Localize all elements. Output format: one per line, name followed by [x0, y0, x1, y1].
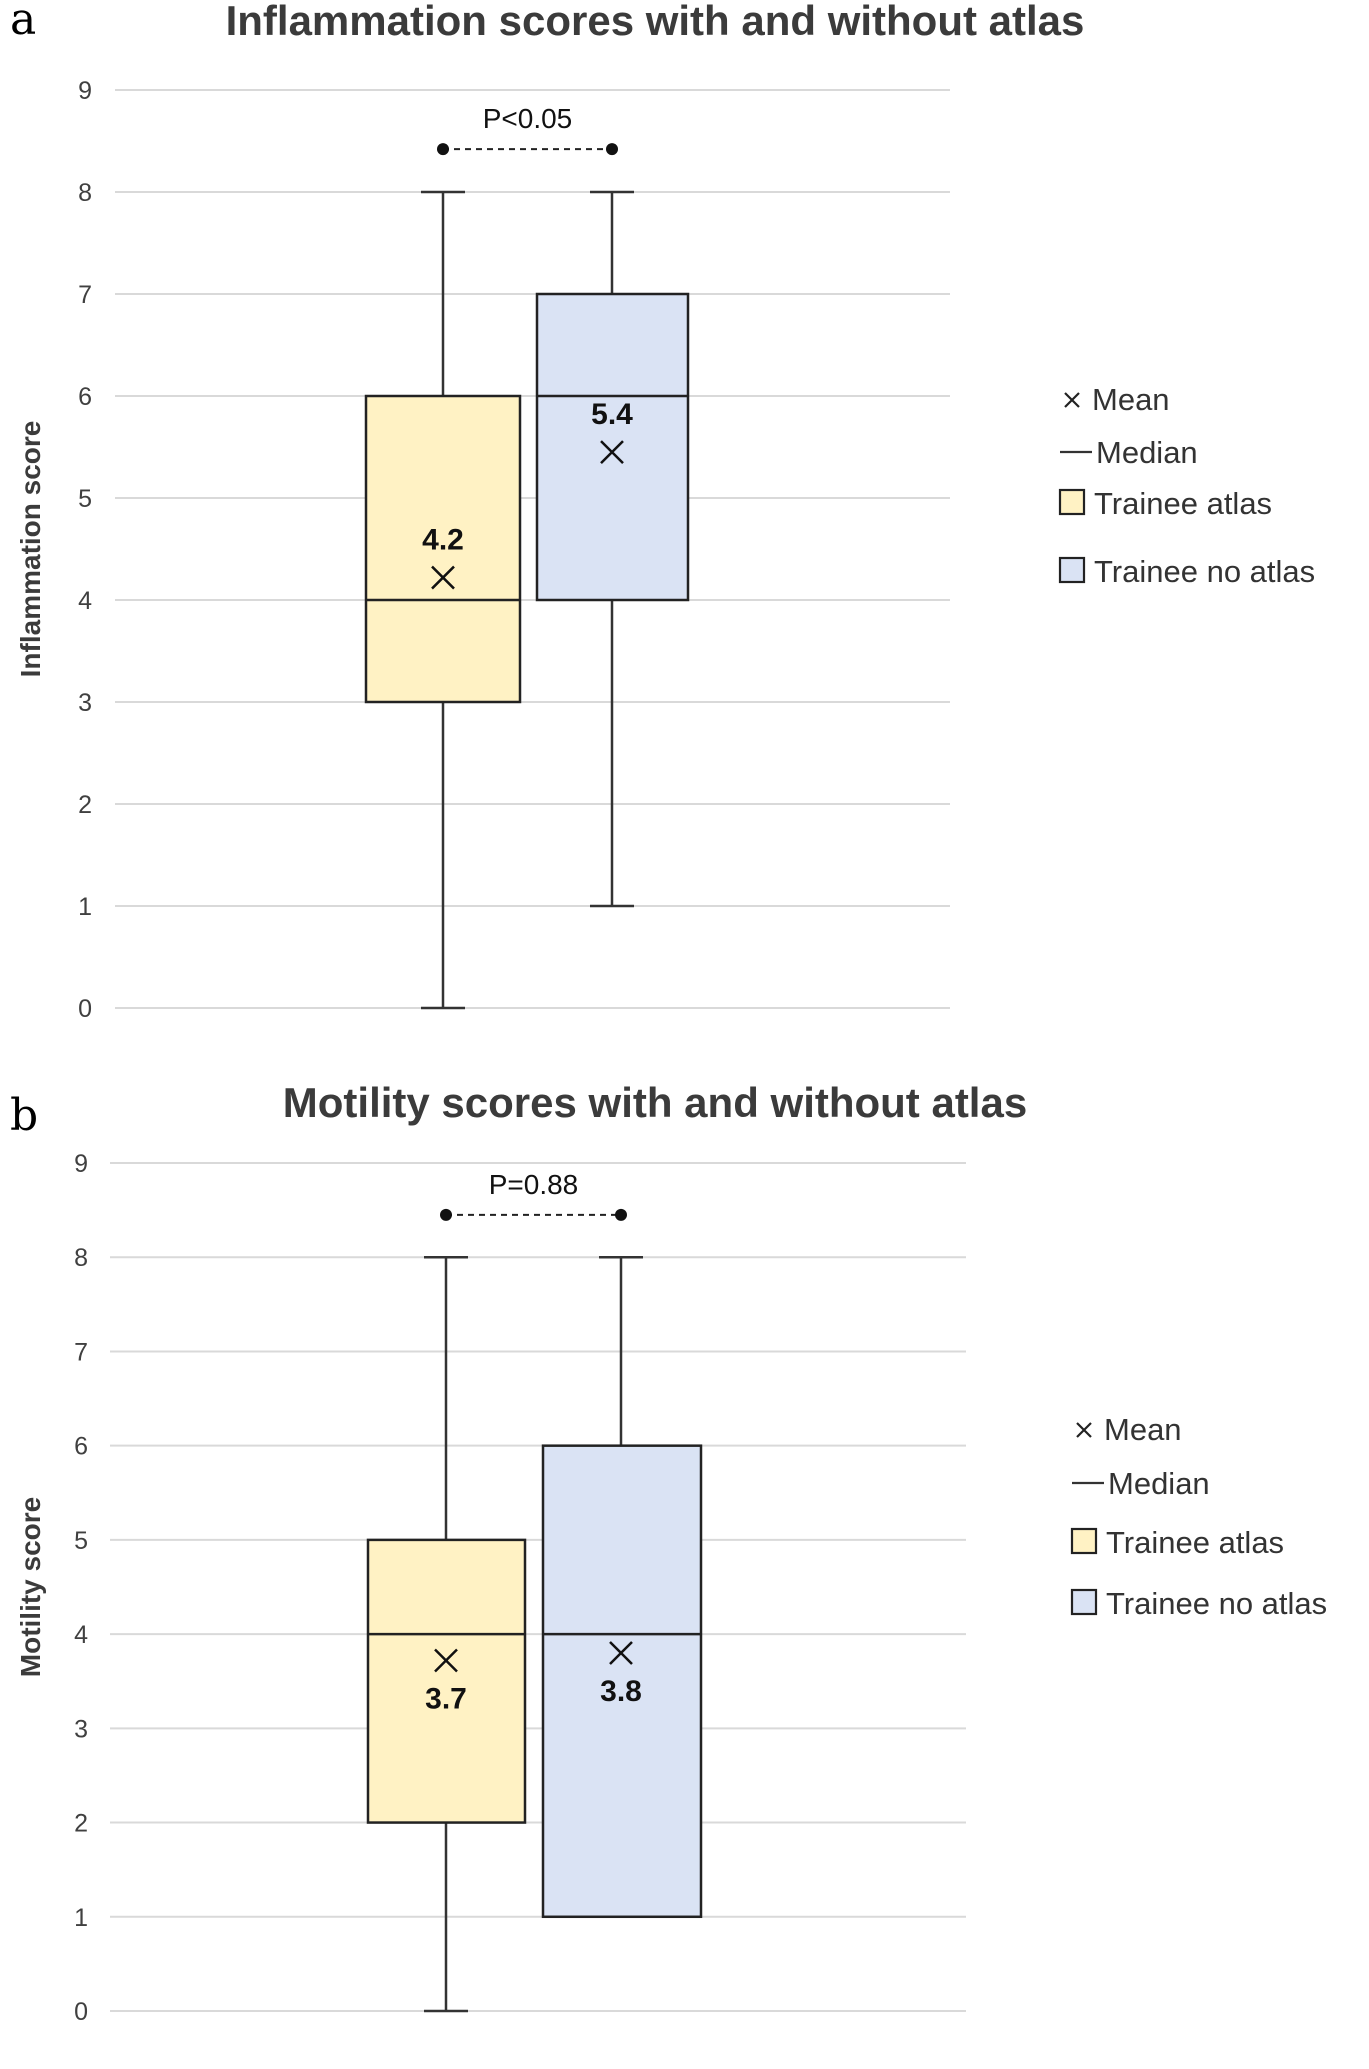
y-tick-label: 9 — [74, 1150, 88, 1178]
mean-marker — [434, 1648, 458, 1673]
mean-label: 4.2 — [422, 524, 464, 557]
box-1: 3.8 — [541, 1255, 703, 1919]
mean-marker — [431, 565, 455, 590]
legend-series-label: Trainee atlas — [1094, 486, 1272, 521]
significance-label: P<0.05 — [483, 103, 573, 134]
legend-series-label: Trainee atlas — [1106, 1525, 1284, 1560]
legend-median-label: Median — [1096, 435, 1198, 470]
y-tick-label: 0 — [74, 1998, 88, 2026]
iqr-box — [366, 1538, 527, 1824]
y-tick-label: 5 — [74, 1527, 88, 1555]
y-tick-label: 2 — [78, 791, 92, 819]
chart-title: Motility scores with and without atlas — [283, 1079, 1027, 1126]
chart-panel-b: b Motility scores with and without atlas 0… — [10, 1079, 1327, 2026]
iqr-box — [535, 292, 690, 602]
significance-dot — [606, 143, 618, 156]
significance-label: P=0.88 — [489, 1169, 579, 1200]
legend-mean-label: Mean — [1104, 1412, 1182, 1447]
y-tick-label: 4 — [74, 1621, 88, 1649]
mean-label: 3.8 — [600, 1675, 642, 1708]
mean-marker — [609, 1641, 633, 1665]
legend-series-label: Trainee no atlas — [1106, 1586, 1327, 1621]
iqr-box — [541, 1444, 703, 1919]
significance-dot — [615, 1208, 627, 1221]
legend-series-label: Trainee no atlas — [1094, 554, 1315, 589]
y-tick-label: 8 — [74, 1244, 88, 1272]
y-tick-label: 3 — [78, 689, 92, 717]
legend-mean-icon — [1064, 392, 1080, 408]
y-axis-label: Inflammation score — [15, 421, 46, 678]
legend-mean-label: Mean — [1092, 382, 1170, 417]
legend-swatch — [1058, 488, 1086, 516]
y-tick-label: 2 — [74, 1810, 88, 1838]
box-0: 3.7 — [366, 1255, 527, 2013]
y-tick-label: 0 — [78, 995, 92, 1023]
y-axis-label: Motility score — [15, 1497, 46, 1677]
y-tick-label: 1 — [74, 1904, 88, 1932]
y-tick-label: 7 — [74, 1338, 88, 1366]
legend-swatch — [1070, 1588, 1098, 1616]
panel-letter: b — [10, 1090, 38, 1141]
y-tick-label: 3 — [74, 1715, 88, 1743]
box-0: 4.2 — [364, 190, 522, 1010]
legend-swatch — [1070, 1527, 1098, 1555]
y-tick-label: 1 — [78, 893, 92, 921]
iqr-box — [364, 394, 522, 704]
mean-label: 5.4 — [591, 398, 633, 431]
chart-title: Inflammation scores with and without atl… — [226, 0, 1085, 44]
legend-mean-icon — [1076, 1422, 1092, 1438]
chart-panel-a: a Inflammation scores with and without at… — [10, 0, 1315, 1023]
y-tick-label: 5 — [78, 485, 92, 513]
legend: Mean Median Trainee atlas Trainee no atlas — [1070, 1412, 1327, 1621]
significance-dot — [437, 143, 449, 156]
mean-label: 3.7 — [425, 1682, 467, 1715]
legend-swatch — [1058, 556, 1086, 584]
y-tick-label: 6 — [74, 1433, 88, 1461]
y-tick-label: 8 — [78, 179, 92, 207]
y-tick-label: 9 — [78, 77, 92, 105]
legend: Mean Median Trainee atlas Trainee no atlas — [1058, 382, 1315, 589]
y-tick-label: 4 — [78, 587, 92, 615]
y-tick-label: 7 — [78, 281, 92, 309]
significance-dot — [440, 1208, 452, 1221]
mean-marker — [600, 440, 624, 464]
box-1: 5.4 — [535, 190, 690, 908]
y-tick-label: 6 — [78, 383, 92, 411]
panel-letter: a — [10, 0, 36, 45]
legend-median-label: Median — [1108, 1466, 1210, 1501]
